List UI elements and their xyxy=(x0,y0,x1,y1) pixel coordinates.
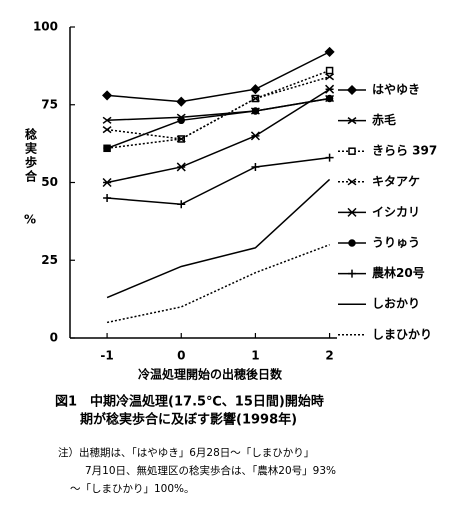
marker xyxy=(251,107,260,115)
series-line xyxy=(106,88,330,184)
x-axis-label: 冷温処理開始の出穂後日数 xyxy=(138,367,283,382)
marker xyxy=(325,84,335,94)
y-axis-unit: % xyxy=(24,213,36,227)
caption-line: 図1 中期冷温処理(17.5℃、15日間)開始時 xyxy=(55,394,324,410)
marker xyxy=(325,153,334,162)
marker xyxy=(250,84,261,95)
caption-line: 期が稔実歩合に及ぼす影響(1998年) xyxy=(80,412,297,428)
marker xyxy=(325,94,334,103)
x-tick-label: 2 xyxy=(325,349,333,363)
y-tick-label: 75 xyxy=(41,97,58,111)
legend-label: しまひかり xyxy=(372,327,432,341)
legend-label: はやゆき xyxy=(372,83,420,97)
note-line: 注）出穂期は、「はやゆき」6月28日～「しまひかり」 xyxy=(58,446,314,459)
legend-label: 赤毛 xyxy=(372,112,396,127)
marker xyxy=(325,66,334,75)
x-tick-label: 1 xyxy=(251,349,259,363)
marker xyxy=(250,94,260,103)
marker xyxy=(347,117,357,125)
marker xyxy=(347,207,357,217)
legend-label: キタアケ xyxy=(372,174,420,188)
series-line xyxy=(107,156,330,206)
marker xyxy=(176,96,187,107)
x-tick-label: -1 xyxy=(100,349,113,363)
marker xyxy=(250,131,260,141)
legend-label: うりゅう xyxy=(372,236,420,250)
marker xyxy=(251,162,260,171)
marker xyxy=(103,144,111,153)
marker xyxy=(348,147,356,155)
marker xyxy=(176,162,186,172)
series-line xyxy=(107,51,330,103)
y-tick-label: 100 xyxy=(33,20,58,34)
marker xyxy=(103,194,112,203)
series-line xyxy=(106,97,330,149)
marker xyxy=(102,126,112,134)
marker xyxy=(177,116,185,125)
note-line: 7月10日、無処理区の稔実歩合は、「農林20号」93% xyxy=(85,464,336,477)
series-line xyxy=(106,243,330,324)
marker xyxy=(348,239,356,247)
marker xyxy=(102,116,112,124)
marker xyxy=(347,178,357,186)
marker xyxy=(325,73,335,81)
marker xyxy=(102,177,112,188)
series-line xyxy=(106,76,330,140)
marker xyxy=(324,46,335,57)
y-axis-label: 稔実歩合 xyxy=(24,127,38,184)
note-line: ～「しまひかり」100%。 xyxy=(70,483,195,495)
legend-label: イシカリ xyxy=(372,205,420,219)
marker xyxy=(177,200,186,209)
marker xyxy=(176,135,186,143)
y-tick-label: 50 xyxy=(41,175,58,189)
legend-label: きらら 397 xyxy=(372,144,437,158)
marker xyxy=(346,84,358,96)
legend-label: 農林20号 xyxy=(372,265,425,280)
y-tick-label: 25 xyxy=(41,253,58,267)
marker xyxy=(348,269,356,278)
series-line xyxy=(106,178,331,299)
y-tick-label: 0 xyxy=(50,331,58,345)
x-tick-label: 0 xyxy=(177,349,185,363)
marker xyxy=(102,90,113,101)
legend-label: しおかり xyxy=(372,297,420,311)
